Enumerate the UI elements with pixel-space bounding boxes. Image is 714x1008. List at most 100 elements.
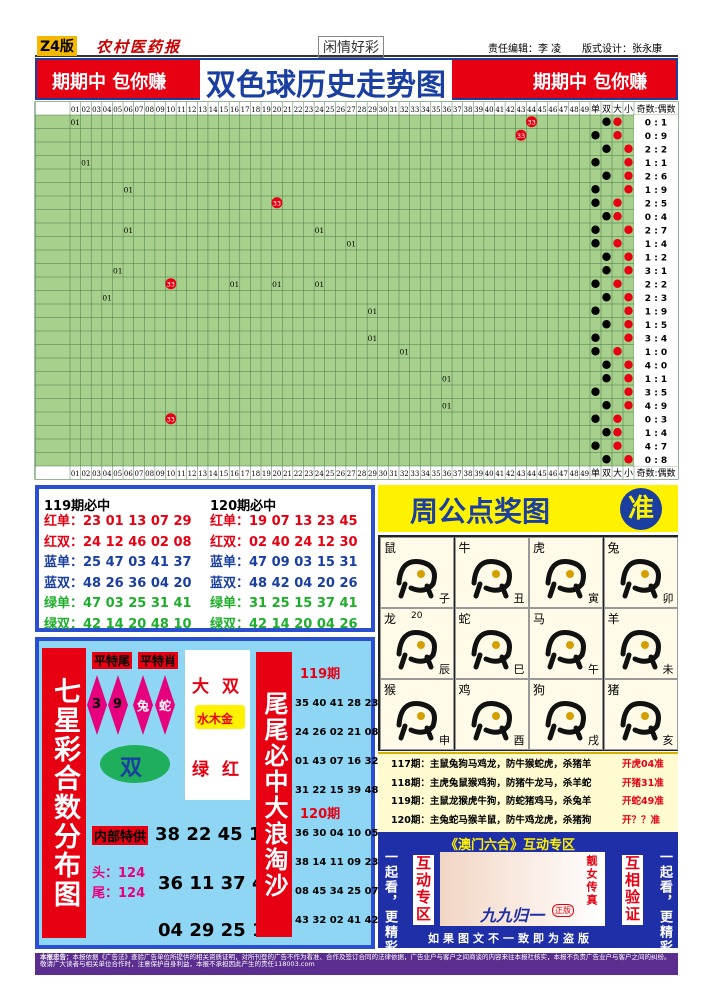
ratio: 1 : 4 <box>645 240 667 250</box>
number: 01 <box>113 266 123 275</box>
flag-dot <box>591 387 600 396</box>
zodiac-title: 周公点奖图 <box>410 495 551 528</box>
ink-animal <box>396 629 437 670</box>
branch: 子 <box>439 592 450 605</box>
ratio: 1 : 9 <box>645 307 667 317</box>
ink-accent <box>640 641 649 649</box>
flag-dot <box>602 144 611 153</box>
col-label: 10 <box>166 106 175 114</box>
col-label: 38 <box>463 106 472 114</box>
flag-dot <box>613 279 622 288</box>
ratio-cell <box>634 223 678 237</box>
flag-dot <box>602 360 611 369</box>
ratio: 1 : 2 <box>645 253 667 263</box>
number: 01 <box>400 347 410 356</box>
flag-dot <box>624 333 633 342</box>
side-line: 36 30 04 10 05 <box>295 828 379 839</box>
number: 01 <box>102 293 112 302</box>
ink <box>471 700 512 741</box>
ink-animal <box>620 700 661 741</box>
col-label: 06 <box>124 470 133 478</box>
ink <box>471 558 512 599</box>
ratio-cell <box>634 155 678 169</box>
pick-label: 绿单： <box>210 596 250 611</box>
ink <box>620 629 661 670</box>
ball <box>526 116 538 128</box>
editor: 责任编辑：李 凌 <box>488 44 562 55</box>
side-line: 01 43 07 16 32 <box>295 756 379 767</box>
prediction-result: 开猪31准 <box>622 777 664 789</box>
col-label: 07 <box>135 470 144 478</box>
col-label: 16 <box>230 106 239 114</box>
number: 01 <box>81 158 91 167</box>
ratio: 2 : 2 <box>645 280 667 290</box>
flag-dot <box>624 360 633 369</box>
ratio: 1 : 4 <box>645 429 667 439</box>
animal: 猪 <box>607 683 620 697</box>
flag-dot <box>602 117 611 126</box>
ball <box>271 197 283 209</box>
col-label: 49 <box>580 470 589 478</box>
elements: 水木金 <box>197 712 234 726</box>
z1: 兔 <box>137 699 150 713</box>
pick-nums: 48 26 36 04 20 <box>83 575 192 591</box>
ratio: 0 : 4 <box>645 213 667 223</box>
col-label: 39 <box>474 470 483 478</box>
col-label: 45 <box>538 106 547 114</box>
col-label: 26 <box>336 106 345 114</box>
col-label: 19 <box>262 470 271 478</box>
inner: 内部特供 <box>92 826 149 845</box>
flag-dot <box>591 239 600 248</box>
ball-label: 33 <box>527 118 535 126</box>
ink <box>396 700 437 741</box>
number: 01 <box>124 185 134 194</box>
pick-label: 红双： <box>44 534 84 550</box>
ink-accent <box>566 712 574 720</box>
pick-line: 绿双：42 14 20 04 26 <box>210 615 372 636</box>
prediction-result: 开虎04准 <box>622 759 664 770</box>
col-label: 11 <box>177 106 186 114</box>
branch: 卯 <box>662 592 674 605</box>
flag-dot <box>613 131 622 140</box>
elements-bg <box>195 705 245 729</box>
col-label: 15 <box>219 106 228 114</box>
oval <box>100 745 170 783</box>
pick-nums: 42 14 20 04 26 <box>249 616 358 632</box>
pick-list: 红单：23 01 13 07 29 红双：24 12 46 02 08 蓝单：25 … <box>44 512 206 632</box>
branch: 寅 <box>588 592 599 605</box>
pick-label: 蓝双： <box>210 575 250 591</box>
ratio: 2 : 5 <box>645 199 667 209</box>
tail1: 3 <box>92 697 102 712</box>
col-label: 20 <box>272 106 281 114</box>
col-label: 10 <box>166 470 175 478</box>
ratio: 2 : 3 <box>645 294 667 304</box>
ink-accent <box>640 570 649 578</box>
ratio-cell <box>634 236 678 250</box>
ratio-cell <box>634 412 678 426</box>
flag-label: 大 <box>613 103 622 115</box>
flag-dot <box>624 374 633 383</box>
ratio-cell <box>634 331 678 345</box>
flag-label: 单 <box>591 103 600 115</box>
designer: 版式设计：张永康 <box>582 44 662 55</box>
zodiac-cell: 鸡酉 <box>454 679 529 750</box>
col-label: 35 <box>432 106 441 114</box>
big: 大 <box>192 677 209 697</box>
col-label: 36 <box>442 106 451 114</box>
col-label: 02 <box>81 106 90 114</box>
pick-line: 绿单：47 03 25 31 41 <box>44 594 206 615</box>
col-label: 18 <box>251 470 260 478</box>
flag-label: 双 <box>602 468 611 479</box>
ratio: 2 : 6 <box>645 172 667 182</box>
col-label: 17 <box>241 470 250 478</box>
ratio: 1 : 1 <box>645 375 667 385</box>
col-label: 19 <box>262 106 271 114</box>
ball <box>515 129 527 141</box>
ratio: 1 : 5 <box>645 321 667 331</box>
pick-label: 红单： <box>44 514 84 529</box>
animal: 狗 <box>533 683 546 697</box>
number: 01 <box>315 280 325 289</box>
flag-dot <box>624 306 633 315</box>
macau-left-a: 一起看，更精彩！ <box>382 850 397 970</box>
tail: 尾：124 <box>92 886 146 901</box>
